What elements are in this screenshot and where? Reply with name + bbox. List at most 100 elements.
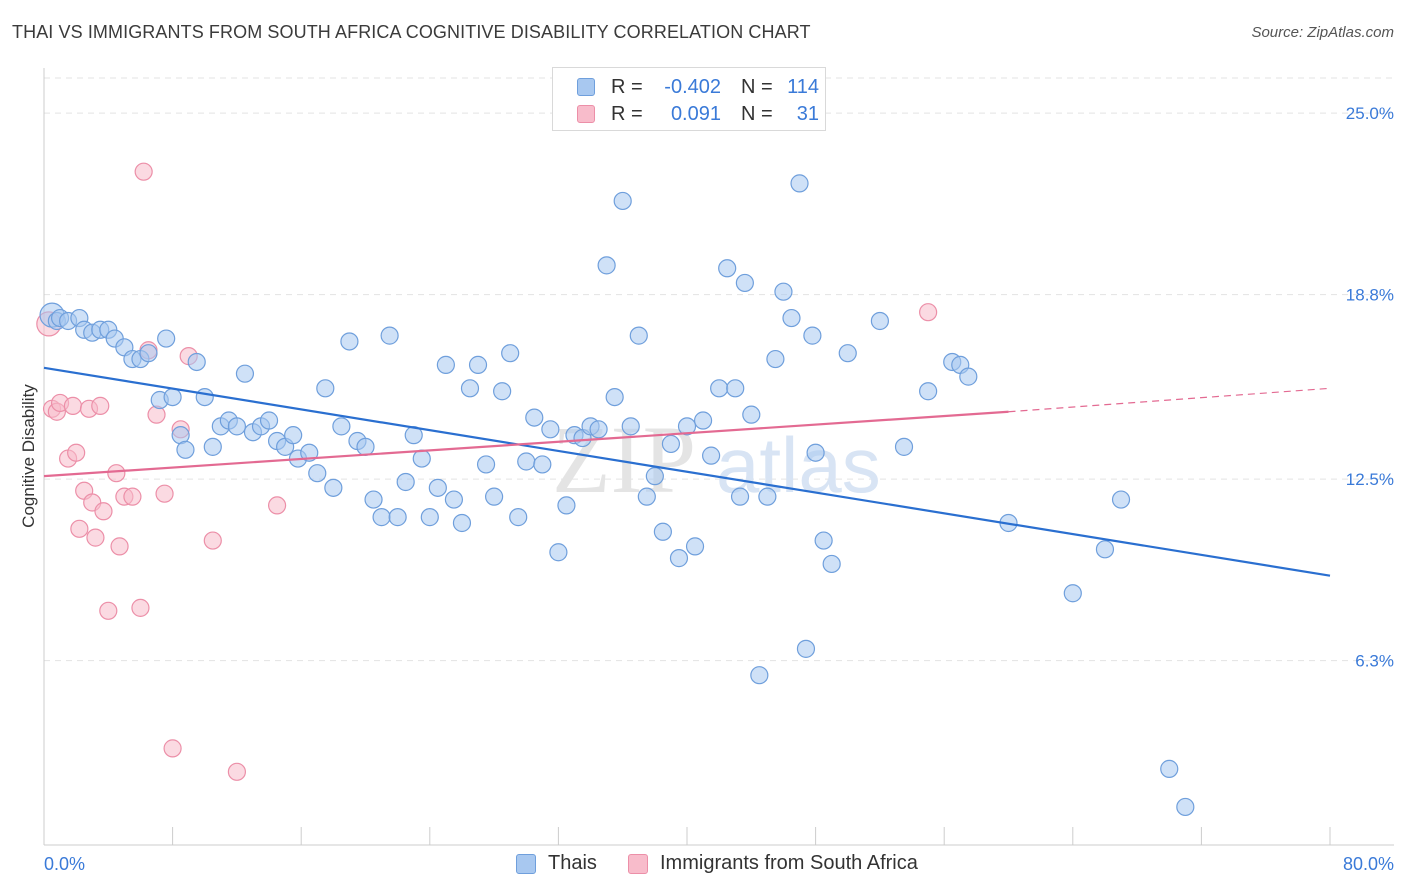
point-thais [444, 490, 464, 509]
point-south-africa [67, 443, 86, 462]
point-thais [766, 349, 785, 369]
point-thais [501, 344, 520, 363]
point-thais [605, 387, 624, 407]
point-thais [621, 417, 640, 436]
point-south-africa [163, 739, 182, 758]
y-tick-label: 18.8% [1346, 286, 1394, 305]
point-thais [750, 666, 769, 685]
point-south-africa [70, 519, 89, 538]
point-thais [710, 379, 729, 398]
point-thais [782, 308, 801, 328]
watermark: ZIP atlas [552, 406, 881, 513]
legend-r-label: R = [611, 75, 643, 98]
legend-n-label: N = [741, 102, 773, 125]
point-thais [730, 487, 750, 506]
point-south-africa [94, 502, 113, 521]
series-thais-points [39, 174, 1195, 817]
point-thais [509, 508, 528, 527]
point-thais [203, 437, 222, 456]
point-thais [436, 355, 455, 374]
point-thais [870, 311, 890, 331]
legend-row-thais: R = -0.402 N = 114 [577, 75, 819, 99]
source-label: Source: ZipAtlas.com [1251, 24, 1394, 41]
stats-legend: R = -0.402 N = 114 R = 0.091 N = 31 [552, 67, 826, 131]
point-thais [187, 352, 206, 372]
point-thais [549, 543, 568, 562]
legend-r-value: 0.091 [670, 102, 721, 125]
point-thais [460, 379, 480, 398]
point-thais [468, 355, 488, 374]
point-thais [774, 282, 793, 301]
legend-swatch-thais [577, 78, 595, 96]
point-thais [919, 382, 938, 401]
point-south-africa [147, 405, 166, 424]
point-south-africa [99, 601, 118, 620]
point-south-africa [110, 537, 129, 556]
y-tick-label: 6.3% [1355, 652, 1394, 671]
legend-label-thais: Thais [548, 852, 597, 874]
point-thais [324, 478, 343, 497]
legend-n-label: N = [741, 75, 773, 98]
point-thais [316, 379, 335, 398]
point-thais [814, 531, 833, 550]
point-thais [412, 449, 431, 468]
point-south-africa [919, 303, 938, 322]
point-thais [838, 344, 857, 363]
legend-item-thais: Thais [516, 852, 597, 875]
point-thais [637, 487, 656, 506]
point-thais [1160, 759, 1179, 778]
point-thais [557, 496, 576, 515]
point-thais [227, 417, 246, 436]
point-south-africa [131, 598, 150, 617]
legend-r-value: -0.402 [664, 75, 721, 98]
point-thais [613, 191, 632, 211]
point-thais [669, 549, 689, 568]
legend-swatch-thais [516, 853, 536, 874]
point-thais [661, 434, 681, 454]
point-thais [822, 554, 841, 574]
point-thais [693, 411, 713, 430]
point-thais [1176, 797, 1195, 817]
point-thais [235, 364, 255, 383]
point-thais [959, 367, 978, 386]
point-thais [139, 344, 158, 363]
y-tick-labels: 25.0% 18.8% 12.5% 6.3% [1346, 104, 1394, 670]
point-south-africa [91, 396, 110, 415]
axes [43, 68, 1394, 846]
point-thais [517, 452, 536, 471]
point-thais [735, 273, 754, 293]
point-thais [493, 382, 512, 401]
point-thais [894, 437, 914, 456]
point-thais [380, 326, 399, 345]
point-south-africa [86, 528, 105, 547]
point-thais [533, 455, 552, 474]
x-tick-label-max: 80.0% [1343, 854, 1394, 874]
point-thais [589, 420, 608, 439]
y-axis-title: Cognitive Disability [19, 384, 38, 528]
point-thais [485, 487, 504, 506]
chart-title: THAI VS IMMIGRANTS FROM SOUTH AFRICA COG… [12, 22, 811, 42]
point-thais [742, 405, 761, 424]
point-thais [428, 478, 447, 497]
point-thais [629, 326, 648, 345]
point-thais [1095, 540, 1115, 559]
point-thais [803, 326, 822, 345]
point-thais [702, 446, 721, 465]
legend-swatch-south-africa [577, 105, 595, 123]
point-thais [195, 387, 214, 407]
point-thais [157, 329, 176, 348]
point-south-africa [155, 484, 174, 503]
point-thais [300, 443, 319, 462]
point-thais [597, 256, 616, 275]
legend-n-value: 114 [787, 75, 819, 98]
trend-line-thais [43, 366, 1331, 577]
point-south-africa [267, 496, 287, 515]
point-south-africa [134, 162, 153, 181]
y-tick-label: 25.0% [1346, 104, 1394, 123]
point-thais [1111, 490, 1131, 509]
point-thais [653, 522, 672, 541]
x-tick-labels: 0.0% 80.0% [44, 854, 1394, 874]
point-thais [340, 332, 359, 351]
point-thais [259, 411, 279, 430]
y-tick-label: 12.5% [1346, 470, 1394, 489]
